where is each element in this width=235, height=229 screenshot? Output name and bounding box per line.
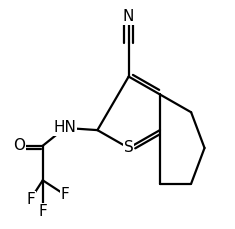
- Text: O: O: [13, 138, 25, 153]
- Text: F: F: [38, 204, 47, 219]
- Text: F: F: [26, 192, 35, 207]
- Text: S: S: [124, 140, 133, 155]
- Text: N: N: [123, 9, 134, 24]
- Text: HN: HN: [54, 120, 77, 135]
- Text: F: F: [61, 187, 69, 202]
